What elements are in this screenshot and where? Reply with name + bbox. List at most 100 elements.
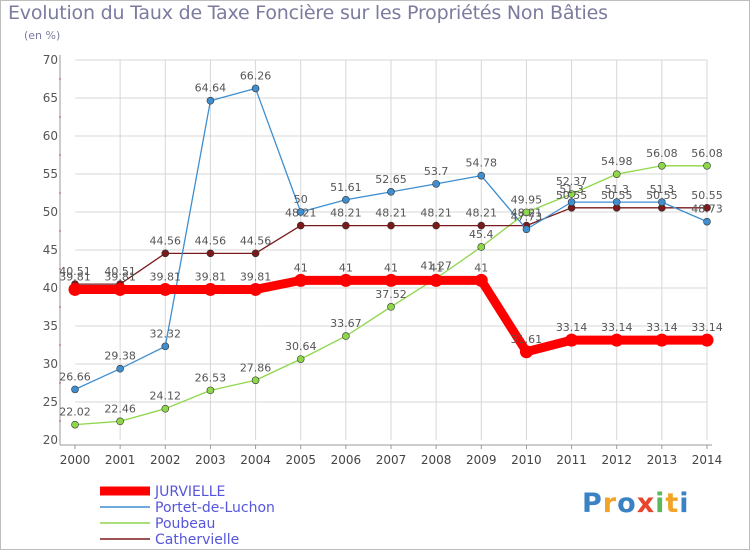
- data-label: 40.51: [104, 265, 136, 278]
- y-tick-label: 45: [43, 243, 58, 257]
- data-label: 48.21: [330, 207, 362, 220]
- data-point: [251, 249, 260, 258]
- data-label: 47.73: [511, 210, 543, 223]
- data-label: 33.14: [601, 321, 633, 334]
- y-tick-label: 55: [43, 167, 58, 181]
- data-point: [387, 188, 395, 196]
- data-label: 49.95: [511, 193, 543, 206]
- data-label: 41: [474, 261, 488, 274]
- data-point: [519, 345, 533, 359]
- chart-subtitle: (en %): [24, 29, 61, 42]
- data-label: 39.81: [104, 270, 136, 283]
- data-label: 50.55: [646, 189, 678, 202]
- x-tick-label: 2006: [331, 453, 362, 467]
- data-point: [296, 221, 305, 230]
- data-point: [387, 221, 395, 230]
- data-point: [655, 333, 669, 347]
- data-label: 48.21: [420, 207, 452, 220]
- data-point: [161, 404, 170, 413]
- logo-letter: r: [602, 488, 618, 519]
- data-point: [567, 198, 576, 206]
- logo-letter: t: [665, 488, 680, 519]
- legend-label: Portet-de-Luchon: [155, 500, 275, 516]
- x-tick-label: 2011: [556, 453, 587, 467]
- data-point: [432, 180, 440, 188]
- data-label: 48.21: [511, 207, 543, 220]
- data-point: [477, 243, 486, 251]
- legend-label: Poubeau: [155, 516, 215, 532]
- y-tick-label: 65: [43, 91, 58, 105]
- data-label: 48.21: [375, 207, 407, 220]
- data-label: 40.51: [59, 265, 91, 278]
- data-point: [206, 249, 215, 258]
- x-tick-label: 2005: [285, 453, 316, 467]
- data-label: 51.3: [604, 183, 629, 196]
- x-tick-label: 2001: [105, 453, 136, 467]
- data-label: 37.52: [375, 288, 407, 301]
- data-label: 50.55: [601, 189, 633, 202]
- data-label: 56.08: [691, 147, 723, 160]
- logo-letter: x: [636, 488, 656, 519]
- data-point: [339, 273, 353, 287]
- legend: JURVIELLEPortet-de-LuchonPoubeauCathervi…: [100, 484, 275, 548]
- data-label: 51.61: [330, 181, 362, 194]
- data-point: [432, 221, 440, 230]
- data-label: 48.21: [285, 207, 317, 220]
- data-label: 41: [339, 261, 353, 274]
- y-tick-label: 40: [43, 281, 58, 295]
- proxiti-logo: Proxiti: [582, 488, 690, 519]
- data-point: [610, 333, 624, 347]
- data-point: [251, 84, 260, 93]
- x-tick-label: 2008: [421, 453, 452, 467]
- data-label: 53.7: [424, 165, 449, 178]
- data-point: [342, 195, 350, 204]
- data-label: 51.3: [559, 183, 584, 196]
- data-point: [522, 208, 531, 217]
- x-tick-label: 2009: [466, 453, 497, 467]
- data-label: 22.46: [104, 402, 136, 415]
- data-label: 50.55: [691, 189, 723, 202]
- legend-label: Cathervielle: [155, 532, 239, 548]
- data-label: 33.67: [330, 317, 362, 330]
- data-label: 33.14: [646, 321, 678, 334]
- data-label: 30.64: [285, 340, 317, 353]
- data-point: [71, 420, 79, 429]
- data-point: [296, 355, 305, 363]
- data-point: [158, 282, 172, 296]
- data-point: [387, 303, 395, 311]
- data-label: 41: [384, 261, 398, 274]
- data-label: 27.86: [240, 361, 272, 374]
- x-tick-label: 2002: [150, 453, 181, 467]
- axes: 20 25 30 35 40 45 50 55 60 65 70 2000 2001 2002 2003 20…: [43, 53, 723, 467]
- data-label: 39.81: [240, 270, 272, 283]
- data-point: [161, 342, 170, 351]
- data-point: [116, 364, 124, 373]
- data-point: [565, 333, 579, 347]
- data-label: 54.98: [601, 155, 633, 168]
- data-point: [206, 96, 215, 105]
- data-label: 41: [294, 261, 308, 274]
- data-point: [251, 376, 260, 385]
- data-label: 45.4: [469, 228, 494, 241]
- y-tick-label: 20: [43, 433, 58, 447]
- data-point: [384, 273, 398, 287]
- chart-title: Evolution du Taux de Taxe Foncière sur l…: [8, 2, 608, 24]
- data-label: 39.81: [195, 270, 227, 283]
- data-point: [296, 208, 305, 216]
- data-label: 48.73: [691, 203, 723, 216]
- x-tick-label: 2000: [60, 453, 91, 467]
- data-label: 51.3: [650, 183, 675, 196]
- data-point: [658, 198, 666, 206]
- data-label: 29.38: [104, 350, 136, 363]
- data-label: 50: [294, 193, 308, 206]
- data-label: 22.02: [59, 406, 91, 419]
- data-label: 41.27: [420, 259, 452, 272]
- data-label: 52.37: [556, 175, 588, 188]
- y-tick-label: 25: [43, 395, 58, 409]
- data-label: 31.61: [511, 333, 543, 346]
- data-label: 24.12: [150, 390, 182, 403]
- data-label: 66.26: [240, 69, 272, 82]
- data-point: [203, 282, 217, 296]
- data-label: 26.53: [195, 371, 227, 384]
